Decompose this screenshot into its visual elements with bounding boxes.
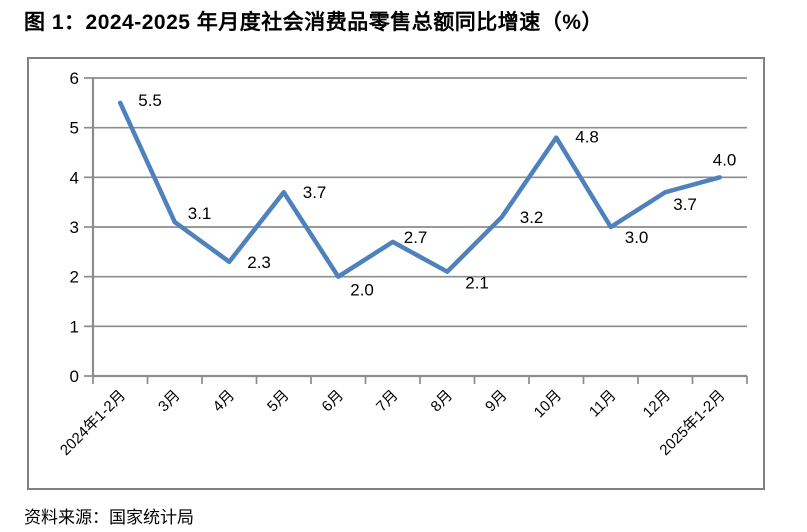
y-tick-label: 4 — [70, 168, 79, 187]
x-tick-label: 9月 — [482, 387, 511, 416]
source-note: 资料来源：国家统计局 — [24, 508, 194, 527]
data-label: 3.7 — [303, 183, 327, 202]
data-label: 5.5 — [138, 91, 162, 110]
data-label: 3.0 — [625, 228, 649, 247]
chart-title: 图 1：2024-2025 年月度社会消费品零售总额同比增速（%） — [24, 11, 603, 34]
chart-frame: 0 1 2 3 4 5 6 2024年1-2月 3月 4月 5月 6月 7月 8月 9月 10月 11月 12月 2… — [27, 57, 765, 490]
x-tick-label: 10月 — [531, 387, 565, 421]
x-tick-label: 8月 — [428, 387, 457, 416]
data-label: 3.7 — [673, 195, 697, 214]
x-tick-label: 3月 — [155, 387, 184, 416]
x-tick-label: 6月 — [319, 387, 348, 416]
x-tick-label: 7月 — [373, 387, 402, 416]
x-tick-label: 4月 — [210, 387, 239, 416]
y-tick-label: 6 — [70, 69, 79, 88]
x-tick-label: 2024年1-2月 — [57, 387, 129, 459]
y-tick-label: 1 — [70, 317, 79, 336]
data-label: 2.1 — [465, 274, 489, 293]
data-label: 2.0 — [350, 281, 374, 300]
data-label: 4.0 — [713, 150, 737, 169]
data-label: 2.3 — [247, 253, 271, 272]
y-tick-label: 0 — [70, 367, 79, 386]
y-tick-label: 5 — [70, 119, 79, 138]
data-label: 4.8 — [575, 128, 599, 147]
data-label: 2.7 — [404, 228, 428, 247]
data-label: 3.2 — [520, 208, 544, 227]
series-line — [118, 100, 722, 279]
y-tick-label: 2 — [70, 268, 79, 287]
x-tick-label: 5月 — [264, 387, 293, 416]
line-chart: 0 1 2 3 4 5 6 2024年1-2月 3月 4月 5月 6月 7月 8月 9月 10月 11月 12月 2… — [57, 69, 748, 459]
data-label: 3.1 — [188, 204, 212, 223]
y-tick-label: 3 — [70, 218, 79, 237]
x-tick-label: 12月 — [640, 387, 674, 421]
x-tick-label: 11月 — [586, 387, 620, 421]
